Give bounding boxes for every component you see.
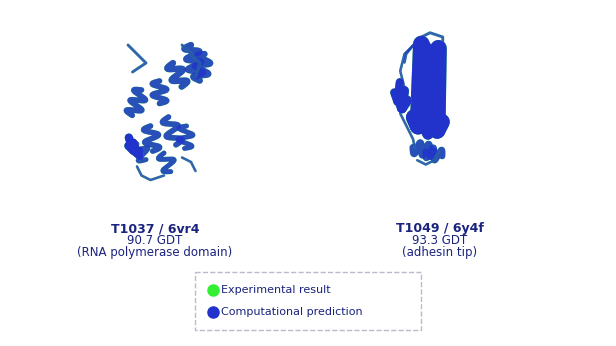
Text: Experimental result: Experimental result [221,285,331,295]
Text: (adhesin tip): (adhesin tip) [402,246,477,259]
Text: T1049 / 6y4f: T1049 / 6y4f [396,222,484,235]
FancyBboxPatch shape [195,272,421,330]
Text: Computational prediction: Computational prediction [221,307,363,317]
Text: (RNA polymerase domain): (RNA polymerase domain) [78,246,233,259]
Text: 90.7 GDT: 90.7 GDT [128,234,183,247]
Text: T1037 / 6vr4: T1037 / 6vr4 [111,222,199,235]
Text: 93.3 GDT: 93.3 GDT [412,234,468,247]
